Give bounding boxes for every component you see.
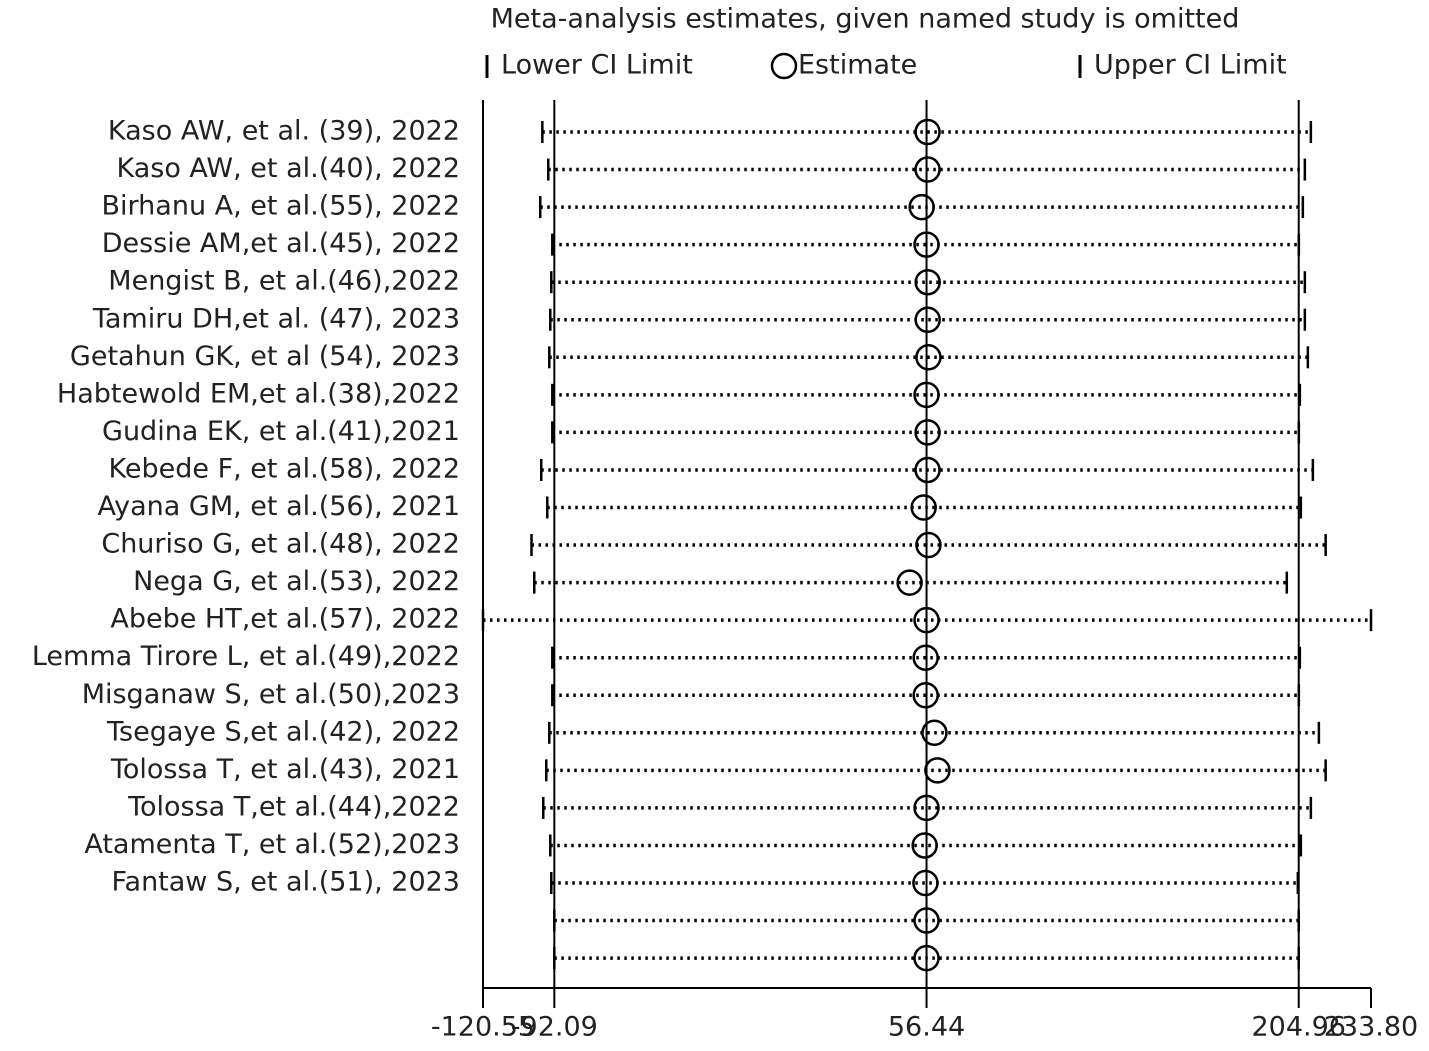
estimate — [913, 606, 940, 634]
estimate — [912, 682, 939, 709]
estimate — [914, 306, 941, 333]
row-label: Ayana GM, et al.(56), 2021 — [98, 491, 461, 522]
estimate — [915, 344, 942, 371]
row-label: Birhanu A, et al.(55), 2022 — [102, 191, 460, 222]
row-label: Lemma Tirore L, et al.(49),2022 — [32, 641, 460, 672]
estimate — [914, 419, 941, 446]
legend-label: Upper CI Limit — [1094, 50, 1287, 81]
estimate — [913, 794, 940, 822]
row-label: Habtewold EM,et al.(38),2022 — [57, 378, 460, 409]
row-label: Nega G, et al.(53), 2022 — [133, 566, 460, 597]
row-label: Tolossa T,et al.(44),2022 — [127, 791, 460, 822]
x-tick-label: 204.96 — [1251, 1012, 1345, 1043]
estimate — [913, 381, 940, 409]
estimate — [915, 531, 942, 559]
estimate — [913, 907, 940, 934]
row-label: Tamiru DH,et al. (47), 2023 — [92, 303, 460, 334]
estimate — [914, 156, 941, 183]
estimate — [912, 644, 939, 671]
row-label: Churiso G, et al.(48), 2022 — [101, 529, 460, 560]
estimate — [913, 944, 940, 972]
estimate — [913, 231, 940, 258]
estimate — [914, 268, 941, 296]
row-label: Misganaw S, et al.(50),2023 — [82, 679, 460, 710]
row-label: Kaso AW, et al.(40), 2022 — [116, 153, 460, 184]
row-label: Kaso AW, et al. (39), 2022 — [108, 116, 460, 147]
legend-label: Lower CI Limit — [501, 50, 693, 81]
row-label: Gudina EK, et al.(41),2021 — [102, 416, 460, 447]
x-tick-label: 233.80 — [1324, 1012, 1418, 1043]
estimate — [921, 719, 948, 747]
legend-label: Estimate — [798, 50, 917, 81]
estimate — [924, 757, 951, 784]
estimate — [896, 569, 923, 596]
estimate — [914, 456, 941, 484]
chart-title: Meta-analysis estimates, given named stu… — [491, 4, 1240, 35]
estimate — [914, 118, 941, 146]
row-label: Atamenta T, et al.(52),2023 — [84, 829, 460, 860]
estimate — [912, 869, 939, 897]
row-label: Tsegaye S,et al.(42), 2022 — [106, 716, 460, 747]
estimate — [908, 193, 935, 221]
row-label: Getahun GK, et al (54), 2023 — [70, 341, 460, 372]
legend-marker — [770, 52, 798, 80]
x-tick-label: 56.44 — [888, 1012, 965, 1043]
x-tick-label: -120.55 — [431, 1012, 535, 1043]
row-label: Abebe HT,et al.(57), 2022 — [110, 604, 460, 635]
x-tick-label: -92.09 — [511, 1012, 598, 1043]
row-label: Tolossa T, et al.(43), 2021 — [110, 754, 460, 785]
estimate — [910, 494, 937, 521]
row-label: Kebede F, et al.(58), 2022 — [109, 453, 460, 484]
row-label: Fantaw S, et al.(51), 2023 — [111, 867, 460, 898]
estimate — [911, 832, 938, 859]
row-label: Mengist B, et al.(46),2022 — [108, 266, 460, 297]
row-label: Dessie AM,et al.(45), 2022 — [102, 228, 460, 259]
